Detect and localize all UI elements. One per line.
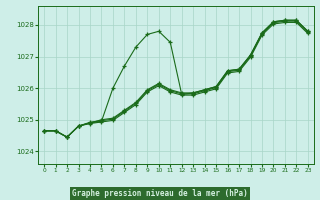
Text: Graphe pression niveau de la mer (hPa): Graphe pression niveau de la mer (hPa) <box>72 189 248 198</box>
